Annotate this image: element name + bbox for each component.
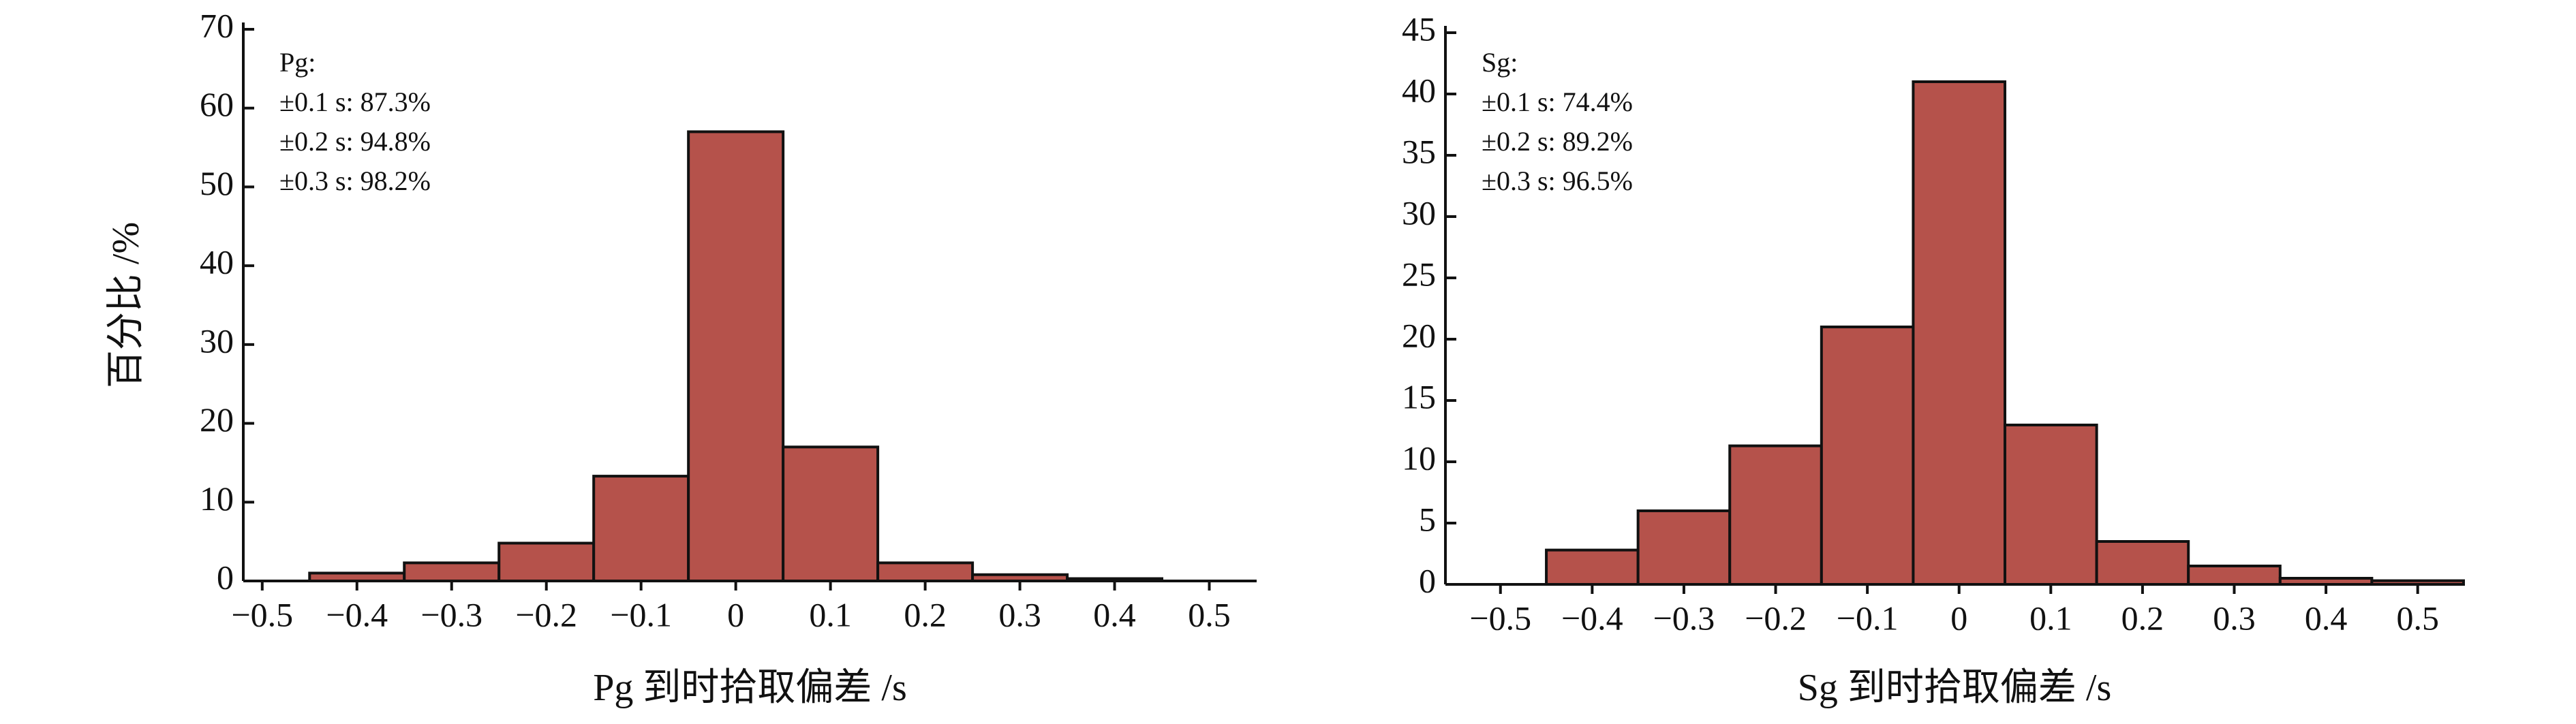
- x-tick-label: −0.3: [1653, 599, 1715, 637]
- y-tick-label: 0: [217, 558, 234, 596]
- x-tick-label: 0.2: [904, 595, 947, 633]
- x-tick-label: 0.5: [1188, 595, 1231, 633]
- bar: [782, 445, 880, 582]
- y-tick-label: 15: [1402, 377, 1436, 415]
- x-tick-label: 0: [1950, 599, 1967, 637]
- y-tick-label: 10: [1402, 439, 1436, 477]
- bar: [403, 561, 501, 583]
- y-tick-label: 30: [200, 321, 234, 360]
- x-tick-label: 0.5: [2396, 599, 2439, 637]
- bar: [2187, 565, 2282, 586]
- annotation: ±0.3 s: 98.2%: [279, 166, 431, 196]
- y-axis-title: 百分比 /%: [105, 222, 147, 388]
- y-tick-label: 30: [1402, 193, 1436, 232]
- annotation: ±0.2 s: 89.2%: [1482, 126, 1633, 157]
- x-tick-label: −0.1: [1837, 599, 1899, 637]
- bar: [1636, 509, 1732, 586]
- x-tick-label: 0.3: [2213, 599, 2256, 637]
- y-tick-label: 20: [200, 400, 234, 439]
- bar: [876, 561, 975, 583]
- bar: [497, 541, 596, 583]
- x-tick-label: 0.3: [998, 595, 1041, 633]
- x-tick-label: −0.3: [420, 595, 482, 633]
- annotation: ±0.2 s: 94.8%: [279, 126, 431, 157]
- bar: [1728, 444, 1823, 586]
- y-tick-label: 35: [1402, 132, 1436, 170]
- x-tick-label: −0.1: [610, 595, 672, 633]
- annotation: Sg:: [1482, 47, 1518, 78]
- annotation: ±0.1 s: 74.4%: [1482, 86, 1633, 117]
- bar: [2095, 540, 2190, 586]
- bar: [592, 475, 690, 582]
- bar: [1912, 80, 2007, 586]
- y-tick-label: 10: [200, 479, 234, 518]
- x-tick-label: −0.2: [1745, 599, 1807, 637]
- x-axis-title: Pg 到时拾取偏差 /s: [593, 667, 907, 709]
- y-tick-label: 60: [200, 85, 234, 123]
- y-tick-label: 40: [200, 243, 234, 281]
- x-tick-label: −0.5: [1469, 599, 1531, 637]
- x-tick-label: −0.4: [326, 595, 388, 633]
- x-tick-label: 0.1: [2029, 599, 2072, 637]
- bar: [687, 130, 785, 582]
- bar: [1545, 548, 1640, 586]
- y-tick-label: 50: [200, 164, 234, 202]
- y-tick-label: 20: [1402, 316, 1436, 354]
- x-tick-label: 0.1: [809, 595, 852, 633]
- bar: [2004, 424, 2098, 586]
- x-tick-label: −0.5: [231, 595, 293, 633]
- y-tick-label: 0: [1419, 561, 1436, 599]
- x-tick-label: 0.4: [2305, 599, 2348, 637]
- annotation: ±0.3 s: 96.5%: [1482, 166, 1633, 196]
- y-tick-label: 45: [1402, 10, 1436, 48]
- annotation: Pg:: [279, 47, 316, 78]
- annotation: ±0.1 s: 87.3%: [279, 86, 431, 117]
- x-axis-title: Sg 到时拾取偏差 /s: [1798, 667, 2112, 709]
- x-tick-label: 0: [727, 595, 744, 633]
- x-tick-label: 0.2: [2121, 599, 2164, 637]
- y-tick-label: 25: [1402, 255, 1436, 293]
- y-tick-label: 5: [1419, 500, 1436, 538]
- x-tick-label: −0.2: [515, 595, 577, 633]
- bar: [1820, 326, 1915, 586]
- y-tick-label: 70: [200, 6, 234, 44]
- y-tick-label: 40: [1402, 71, 1436, 109]
- x-tick-label: 0.4: [1093, 595, 1136, 633]
- x-tick-label: −0.4: [1561, 599, 1623, 637]
